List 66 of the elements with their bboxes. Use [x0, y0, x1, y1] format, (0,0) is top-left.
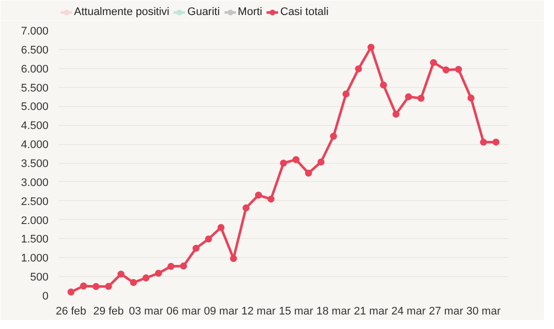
legend-label: Attualmente positivi	[74, 6, 170, 18]
y-tick-label: 4.500	[20, 120, 49, 132]
y-tick-label: 0	[42, 290, 49, 302]
y-tick-label: 3.500	[20, 158, 49, 170]
point	[468, 94, 474, 102]
x-tick-label: 30 mar	[466, 306, 501, 318]
point	[192, 244, 200, 252]
point	[418, 94, 424, 102]
x-tick-label: 21 mar	[354, 306, 388, 318]
point	[305, 170, 312, 177]
point	[492, 138, 500, 146]
point	[230, 255, 237, 262]
point	[242, 204, 250, 212]
point	[392, 110, 400, 118]
point	[480, 138, 487, 146]
point	[80, 282, 87, 290]
x-tick-label: 26 feb	[56, 306, 86, 318]
point	[368, 44, 374, 51]
y-tick-label: 5.500	[20, 82, 49, 94]
point	[68, 288, 74, 296]
point	[268, 196, 274, 203]
point	[330, 132, 337, 140]
x-tick-label: 18 mar	[316, 306, 351, 318]
y-tick-label: 2.000	[20, 214, 49, 227]
y-tick-label: 500	[30, 272, 49, 284]
point	[168, 262, 174, 270]
point	[405, 93, 412, 100]
x-tick-label: 15 mar	[278, 306, 314, 318]
y-tick-label: 3.000	[20, 176, 49, 189]
point	[318, 158, 324, 166]
point	[292, 156, 300, 164]
point	[142, 274, 150, 282]
point	[455, 66, 462, 73]
point	[130, 279, 137, 286]
point	[442, 66, 450, 74]
x-tick-label: 03 mar	[128, 306, 164, 318]
legend-label: Casi totali	[280, 6, 329, 18]
y-tick-label: 1.500	[20, 234, 49, 246]
point	[155, 270, 162, 277]
point	[342, 90, 350, 98]
x-tick-label: 09 mar	[204, 306, 238, 318]
y-tick-label: 7.000	[20, 26, 49, 38]
x-tick-label: 27 mar	[428, 306, 464, 318]
point	[380, 82, 387, 89]
x-tick-label: 12 mar	[241, 306, 276, 318]
point	[430, 59, 437, 66]
point	[118, 270, 124, 278]
y-tick-label: 6.500	[20, 44, 49, 56]
y-tick-label: 6.000	[20, 63, 49, 76]
point	[355, 65, 362, 72]
y-tick-label: 1.000	[20, 252, 49, 265]
point	[255, 192, 262, 199]
x-tick-label: 06 mar	[166, 306, 201, 318]
legend-label: Morti	[238, 6, 262, 18]
x-tick-label: 24 mar	[391, 306, 426, 318]
y-tick-label: 2.500	[20, 196, 49, 208]
point	[205, 236, 212, 243]
point	[105, 282, 112, 290]
y-tick-label: 5.000	[20, 101, 49, 114]
point	[280, 160, 287, 167]
y-tick-label: 4.000	[20, 139, 49, 152]
point	[218, 224, 224, 231]
legend-label: Guariti	[187, 6, 220, 18]
x-tick-label: 29 feb	[93, 306, 124, 318]
point	[180, 262, 187, 270]
point	[92, 282, 100, 290]
